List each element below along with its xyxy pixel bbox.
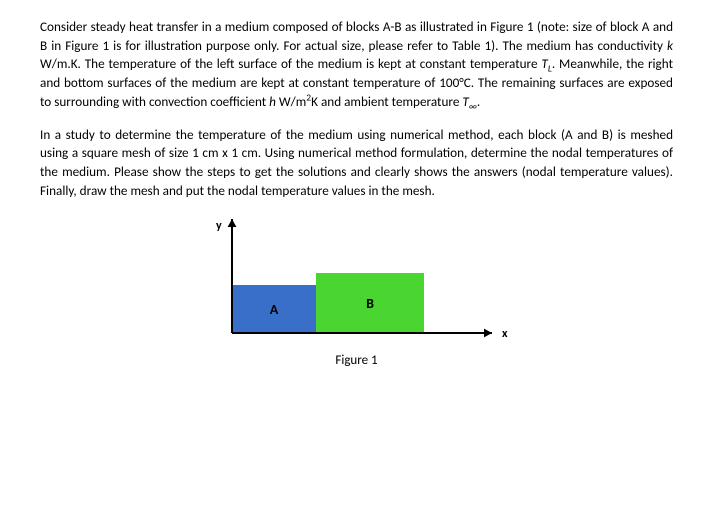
figure-1-diagram: A Bx y xyxy=(192,215,522,347)
y-axis-label: y xyxy=(216,219,222,233)
y-axis-arrow-icon xyxy=(227,219,236,227)
problem-paragraph-1: Consider steady heat transfer in a mediu… xyxy=(40,18,673,112)
figure-1: A Bx y Figure 1 xyxy=(40,215,673,368)
block-a-label: A xyxy=(269,301,278,318)
x-axis-label: x xyxy=(502,327,508,341)
problem-paragraph-2: In a study to determine the temperature … xyxy=(40,126,673,201)
x-axis-arrow-icon xyxy=(484,328,492,337)
block-b-label: B xyxy=(366,295,374,312)
figure-1-caption: Figure 1 xyxy=(335,353,377,368)
